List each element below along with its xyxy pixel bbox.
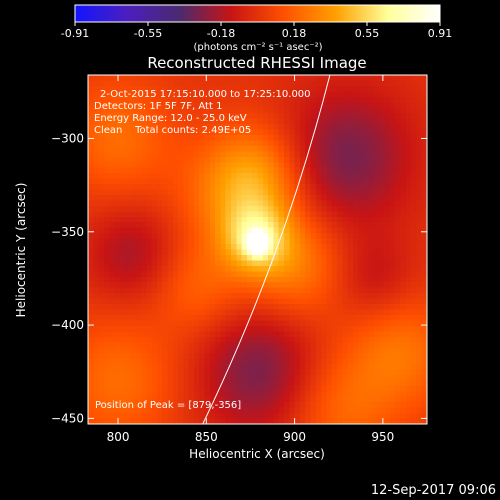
chart-title: Reconstructed RHESSI Image bbox=[147, 54, 366, 72]
colorbar-strip bbox=[74, 4, 441, 23]
x-tick-label: 950 bbox=[371, 430, 394, 444]
y-tick-label: −350 bbox=[51, 225, 84, 239]
y-axis-ticks: −300 −350 −400 −450 bbox=[51, 131, 427, 425]
x-tick-label: 850 bbox=[195, 430, 218, 444]
x-axis-label: Heliocentric X (arcsec) bbox=[189, 447, 325, 461]
colorbar-tick-label: -0.18 bbox=[207, 27, 235, 40]
y-tick-label: −300 bbox=[51, 131, 84, 145]
y-tick-label: −450 bbox=[51, 411, 84, 425]
footer-timestamp: 12-Sep-2017 09:06 bbox=[371, 483, 496, 498]
plot-frame bbox=[87, 74, 428, 425]
annotation-energy-range: Energy Range: 12.0 - 25.0 keV bbox=[94, 113, 247, 124]
colorbar-ticks bbox=[74, 22, 441, 26]
x-tick-label: 900 bbox=[283, 430, 306, 444]
annotation-detectors: Detectors: 1F 5F 7F, Att 1 bbox=[94, 101, 222, 112]
plot-area: 800 850 900 950 −300 −350 −400 −450 bbox=[51, 74, 428, 444]
annotation-clean-counts: Clean Total counts: 2.49E+05 bbox=[94, 125, 251, 136]
y-axis-label: Heliocentric Y (arcsec) bbox=[14, 183, 28, 318]
colorbar-tick-label: 0.55 bbox=[355, 27, 380, 40]
solar-limb-line bbox=[202, 75, 331, 424]
colorbar-tick-label: -0.91 bbox=[61, 27, 89, 40]
colorbar-tick-label: -0.55 bbox=[134, 27, 162, 40]
colorbar: -0.91 -0.55 -0.18 0.18 0.55 0.91 (photon… bbox=[61, 4, 453, 53]
x-tick-label: 800 bbox=[107, 430, 130, 444]
colorbar-tick-label: 0.18 bbox=[282, 27, 307, 40]
colorbar-tick-label: 0.91 bbox=[428, 27, 453, 40]
heatmap-image bbox=[88, 75, 427, 424]
peak-position-label: Position of Peak = [879,-356] bbox=[95, 400, 241, 411]
y-tick-label: −400 bbox=[51, 318, 84, 332]
x-axis-ticks: 800 850 900 950 bbox=[107, 75, 394, 444]
annotation-time-range: 2-Oct-2015 17:15:10.000 to 17:25:10.000 bbox=[100, 89, 311, 100]
colorbar-unit-label: (photons cm⁻² s⁻¹ asec⁻²) bbox=[193, 42, 322, 53]
